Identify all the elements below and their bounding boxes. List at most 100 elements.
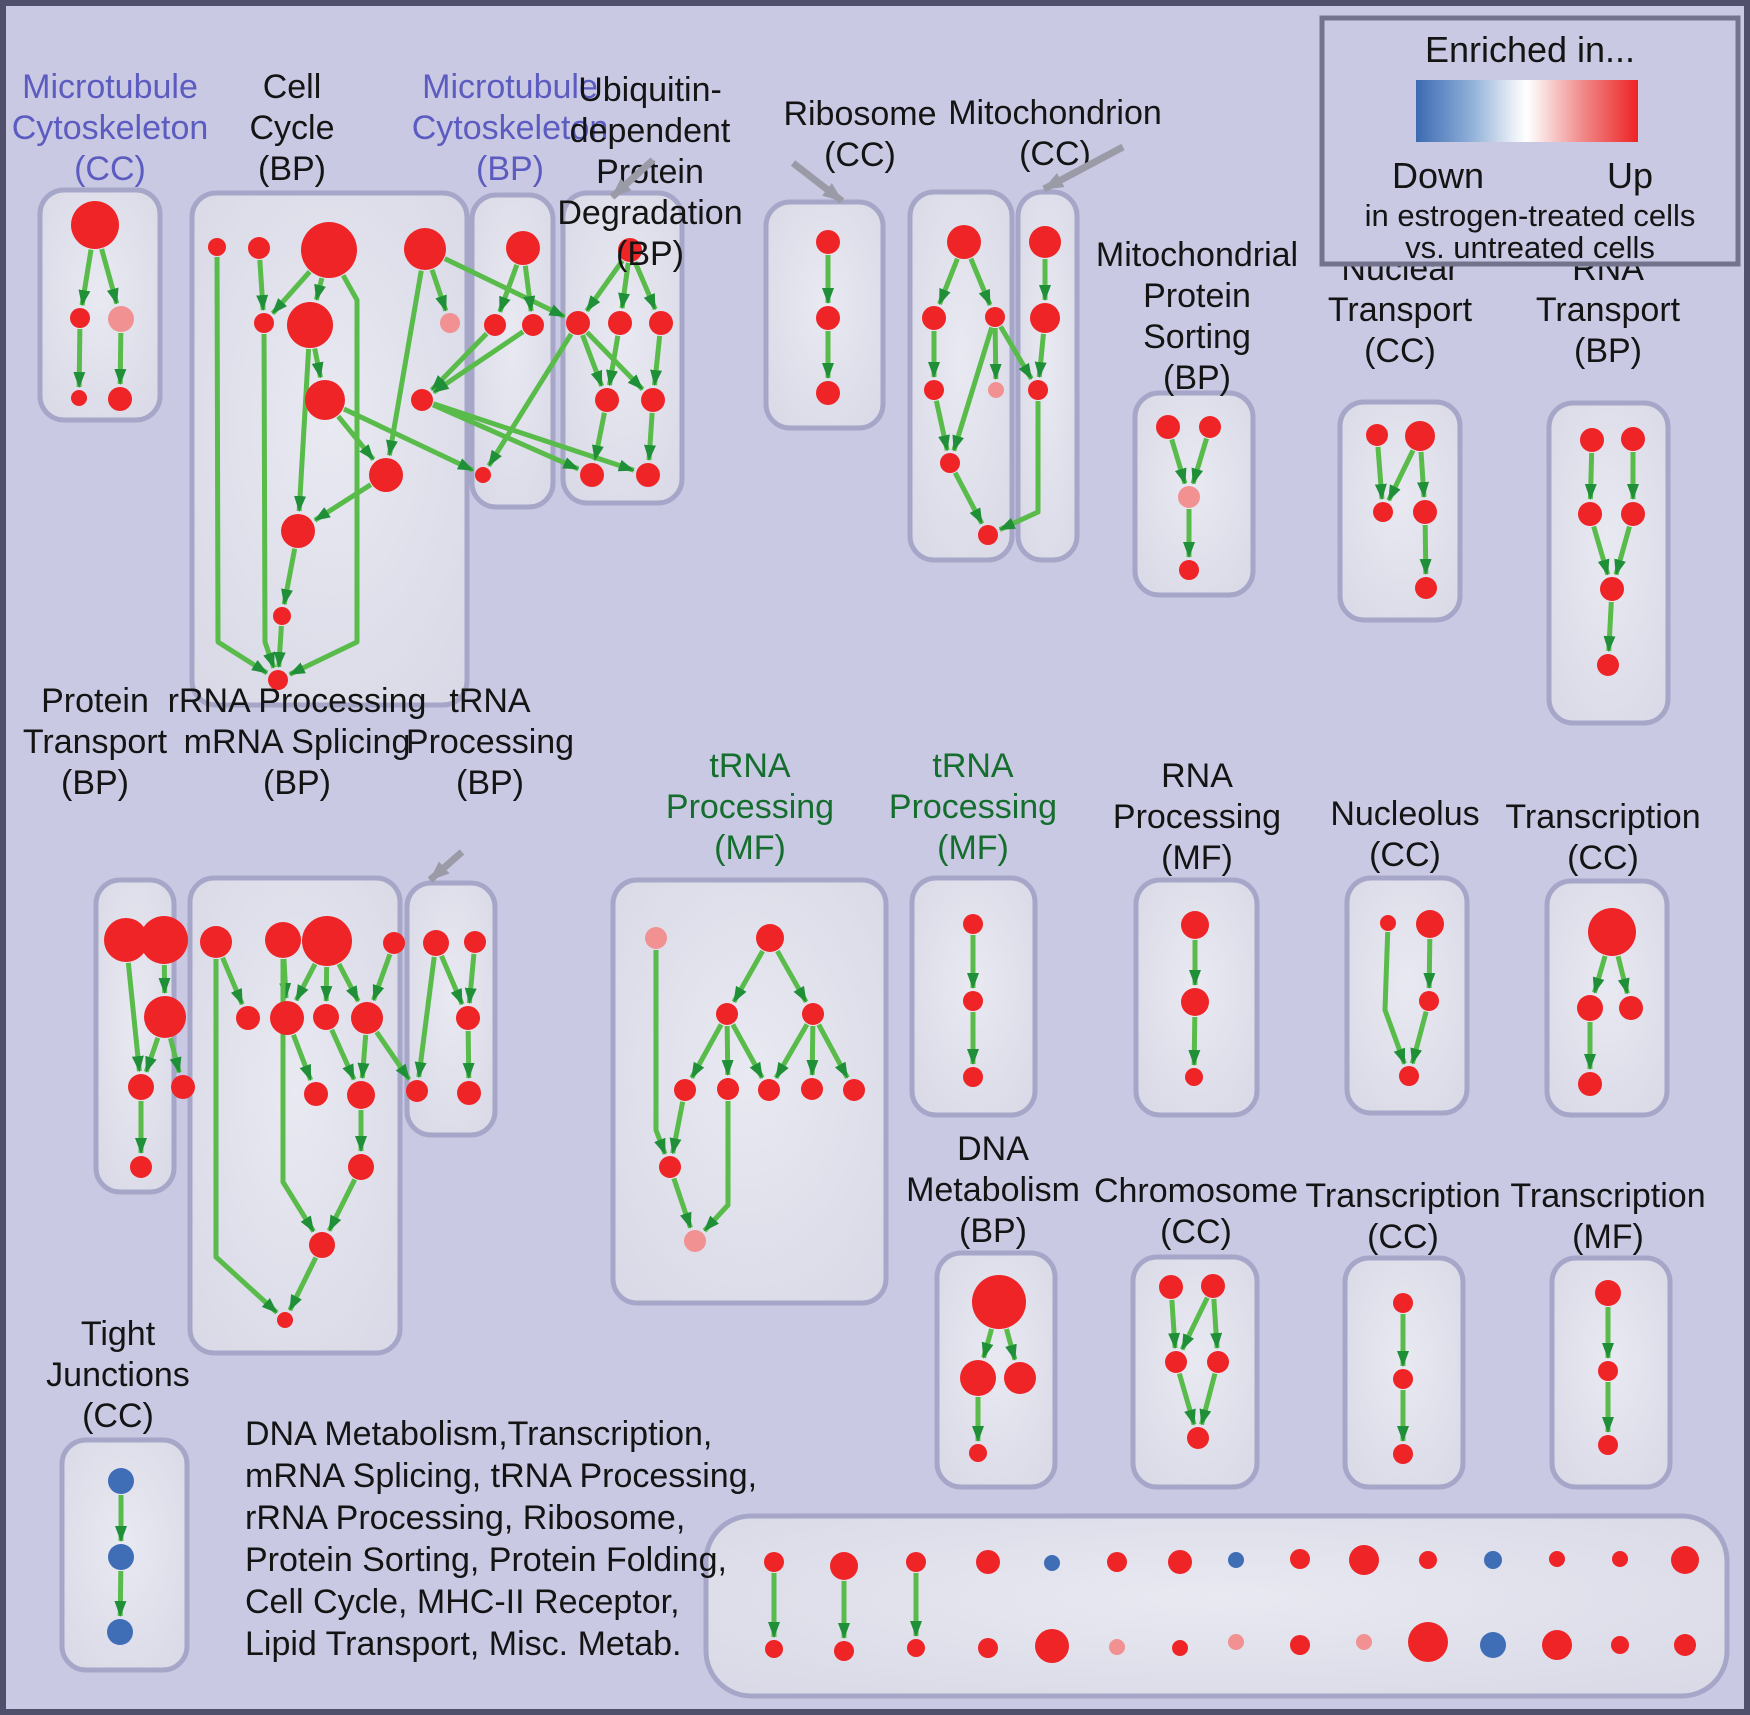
node-t3	[456, 1006, 480, 1030]
node-v2	[1577, 995, 1603, 1021]
node-p2	[963, 991, 983, 1011]
edge-b4-b10	[386, 270, 424, 457]
edge-o4-o9	[816, 1023, 850, 1079]
node-x2	[1598, 1361, 1618, 1381]
edge-o4-o7	[773, 1023, 810, 1080]
cluster-label-rpmf-line2: Processing	[1113, 798, 1281, 836]
node-o5	[674, 1079, 696, 1101]
node-b10	[369, 458, 403, 492]
strip-node-bottom-10	[1356, 1634, 1372, 1650]
strip-node-bottom-11	[1408, 1622, 1448, 1662]
label-pointer-arrow-2	[790, 160, 845, 204]
cluster-label-dna-line2: Metabolism	[906, 1171, 1080, 1209]
edge-k3-k5	[1176, 1372, 1197, 1426]
cluster-box-rb	[907, 189, 1015, 563]
node-u3	[608, 311, 632, 335]
cluster-label-pt-line1: Protein	[41, 682, 149, 720]
cluster-label-rb-line2: (CC)	[824, 136, 896, 174]
edge-b6-b8	[311, 348, 324, 379]
edge-g8-t4	[374, 1030, 412, 1081]
node-d3	[1004, 1362, 1036, 1394]
edge-k2-k4	[1210, 1298, 1223, 1350]
edge-c1-c3	[522, 265, 536, 313]
edge-o5-o10	[669, 1101, 686, 1155]
edge-a2-a4	[73, 328, 86, 389]
strip-node-top-4	[976, 1550, 1000, 1574]
cluster-label-tmf2-line1: tRNA	[932, 747, 1014, 785]
node-i2	[1405, 421, 1435, 451]
note-line-4: Protein Sorting, Protein Folding,	[245, 1541, 727, 1579]
edge-j5-j6	[1603, 601, 1616, 653]
edge-u5-u7	[592, 412, 607, 462]
cluster-label-cc-line2: Cycle	[249, 109, 334, 147]
edge-k1-k3	[1168, 1299, 1181, 1350]
edge-m2-m3	[1034, 333, 1047, 379]
cluster-label-cc-line3: (BP)	[258, 150, 326, 188]
edge-h1-h3	[1169, 438, 1188, 485]
strip-node-bottom-14	[1611, 1636, 1629, 1654]
edge-b1-b13	[214, 256, 269, 676]
node-p3	[963, 1067, 983, 1087]
node-g3	[302, 916, 352, 966]
edge-m3-r7	[998, 401, 1041, 532]
cluster-label-mtbp-line3: (BP)	[476, 150, 544, 188]
cluster-label-tcc1-line2: (CC)	[1567, 839, 1639, 877]
cluster-box-tcc1	[1544, 878, 1670, 1118]
edge-z2-z3	[114, 1570, 127, 1618]
node-w3	[1393, 1444, 1413, 1464]
edge-o1-o10	[653, 950, 668, 1155]
strip-node-top-10	[1349, 1545, 1379, 1575]
note-line-5: Cell Cycle, MHC-II Receptor,	[245, 1583, 680, 1621]
legend-subtitle-line2: vs. untreated cells	[1405, 230, 1655, 265]
node-r5	[988, 382, 1004, 398]
edge-r3-r6	[951, 326, 995, 452]
cluster-label-nt-line3: (CC)	[1364, 332, 1436, 370]
node-r4	[924, 380, 944, 400]
cluster-label-pt-line2: Transport	[23, 723, 168, 761]
edge-t1-t3	[439, 954, 465, 1006]
node-c4	[475, 467, 491, 483]
edge-r6-r7	[952, 471, 985, 525]
node-l4	[128, 1074, 154, 1100]
node-d1	[972, 1275, 1026, 1329]
edge-d1-d3	[1004, 1328, 1018, 1361]
edge-a1-a3	[99, 248, 120, 305]
cluster-label-mps-line4: (BP)	[1163, 359, 1231, 397]
node-b4	[404, 228, 446, 270]
cluster-label-dna-line1: DNA	[957, 1130, 1029, 1168]
node-e3	[816, 381, 840, 405]
node-g13	[277, 1312, 293, 1328]
cluster-label-mps-line3: Sorting	[1143, 318, 1251, 356]
edge-r3-r5	[989, 327, 1002, 381]
node-g7	[313, 1004, 339, 1030]
edge-u2-u6	[585, 330, 645, 391]
node-h3	[1178, 486, 1200, 508]
cluster-label-tj-line1: Tight	[81, 1315, 156, 1353]
node-z3	[107, 1619, 133, 1645]
node-g12	[309, 1232, 335, 1258]
legend-box	[1319, 15, 1741, 267]
edge-a3-a5	[114, 332, 127, 386]
node-o9	[843, 1079, 865, 1101]
node-l6	[130, 1156, 152, 1178]
cluster-box-chr	[1130, 1254, 1260, 1490]
node-k3	[1165, 1351, 1187, 1373]
cluster-label-ub-line2: dependent	[570, 112, 731, 150]
cluster-label-ub-line5: (BP)	[616, 235, 684, 273]
edge-t1-t4	[414, 956, 437, 1079]
edge-u4-u6	[650, 335, 663, 387]
node-i5	[1415, 577, 1437, 599]
edge-o2-o4	[775, 949, 809, 1004]
edge-r4-r6	[933, 400, 950, 452]
node-l3	[144, 996, 186, 1038]
node-h1	[1156, 415, 1180, 439]
node-b12	[273, 607, 291, 625]
edge-g1-g13	[213, 959, 279, 1315]
cluster-label-tmf-line2: Processing	[666, 788, 834, 826]
edge-b8-c4	[342, 406, 475, 473]
node-u2	[566, 311, 590, 335]
edge-o4-o8	[806, 1025, 819, 1077]
edge-o10-o11	[671, 1177, 693, 1229]
cluster-box-mt	[1015, 189, 1080, 563]
strip-node-top-7	[1168, 1550, 1192, 1574]
